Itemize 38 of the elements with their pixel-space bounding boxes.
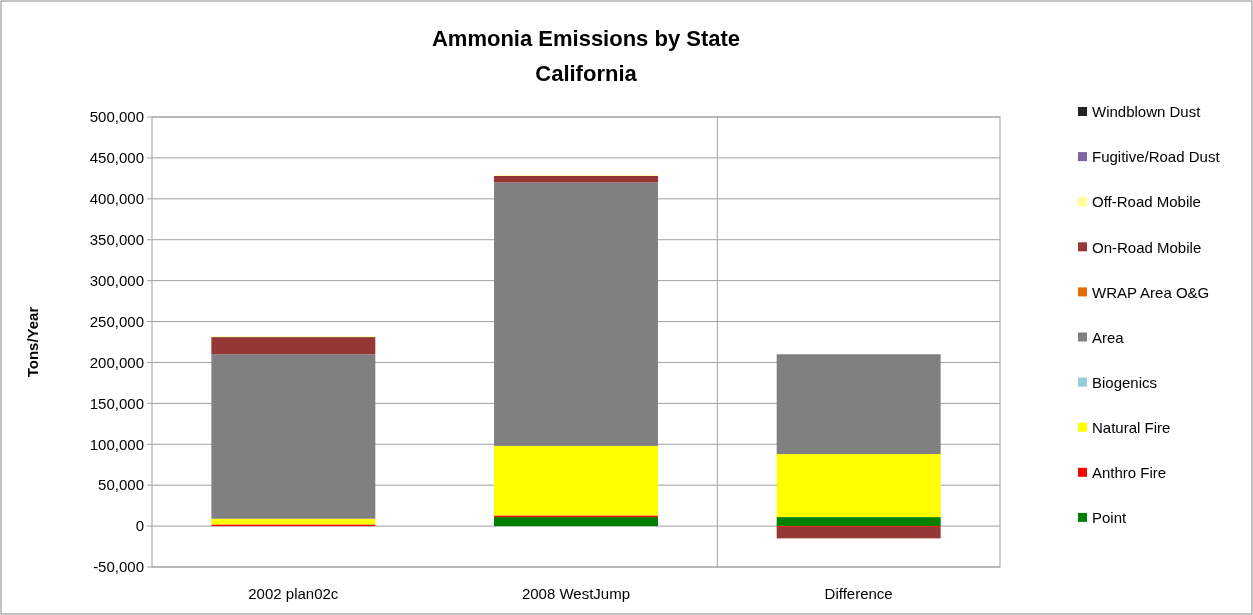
- bar: [494, 517, 658, 527]
- y-axis-title: Tons/Year: [24, 306, 41, 378]
- legend-label: Off-Road Mobile: [1092, 193, 1201, 211]
- y-tick-label: 350,000: [89, 230, 144, 248]
- bar: [494, 445, 658, 516]
- bar: [776, 526, 941, 539]
- y-tick-label: 300,000: [89, 271, 144, 289]
- y-tick-label: 450,000: [89, 149, 144, 167]
- legend-label: Natural Fire: [1092, 418, 1171, 436]
- bar: [494, 182, 658, 446]
- legend-label: Fugitive/Road Dust: [1092, 148, 1221, 166]
- bar: [211, 354, 376, 519]
- bar: [776, 517, 941, 527]
- legend-label: Area: [1092, 328, 1125, 346]
- x-tick-label: 2002 plan02c: [248, 585, 339, 602]
- chart-subtitle: California: [535, 61, 638, 86]
- chart-title: Ammonia Emissions by State: [431, 26, 741, 51]
- bar: [211, 337, 376, 355]
- legend-label: Point: [1092, 509, 1128, 527]
- x-tick-label: Difference: [824, 585, 893, 602]
- legend-label: On-Road Mobile: [1092, 238, 1202, 256]
- bar: [494, 175, 658, 183]
- y-tick-label: 50,000: [98, 476, 144, 494]
- x-tick-label: 2008 WestJump: [521, 585, 631, 602]
- y-tick-label: 0: [135, 517, 144, 535]
- legend-label: Windblown Dust: [1092, 103, 1202, 121]
- legend-label: Anthro Fire: [1092, 464, 1167, 482]
- y-tick-label: 400,000: [89, 190, 144, 208]
- bar: [776, 454, 941, 518]
- y-tick-label: 200,000: [89, 353, 144, 371]
- legend-label: Biogenics: [1092, 373, 1158, 391]
- y-tick-label: 250,000: [89, 312, 144, 330]
- y-tick-label: 500,000: [89, 108, 144, 126]
- y-tick-label: -50,000: [93, 558, 144, 576]
- y-tick-label: 150,000: [89, 394, 144, 412]
- bar: [776, 354, 941, 455]
- legend-label: WRAP Area O&G: [1092, 283, 1210, 301]
- y-tick-label: 100,000: [89, 435, 144, 453]
